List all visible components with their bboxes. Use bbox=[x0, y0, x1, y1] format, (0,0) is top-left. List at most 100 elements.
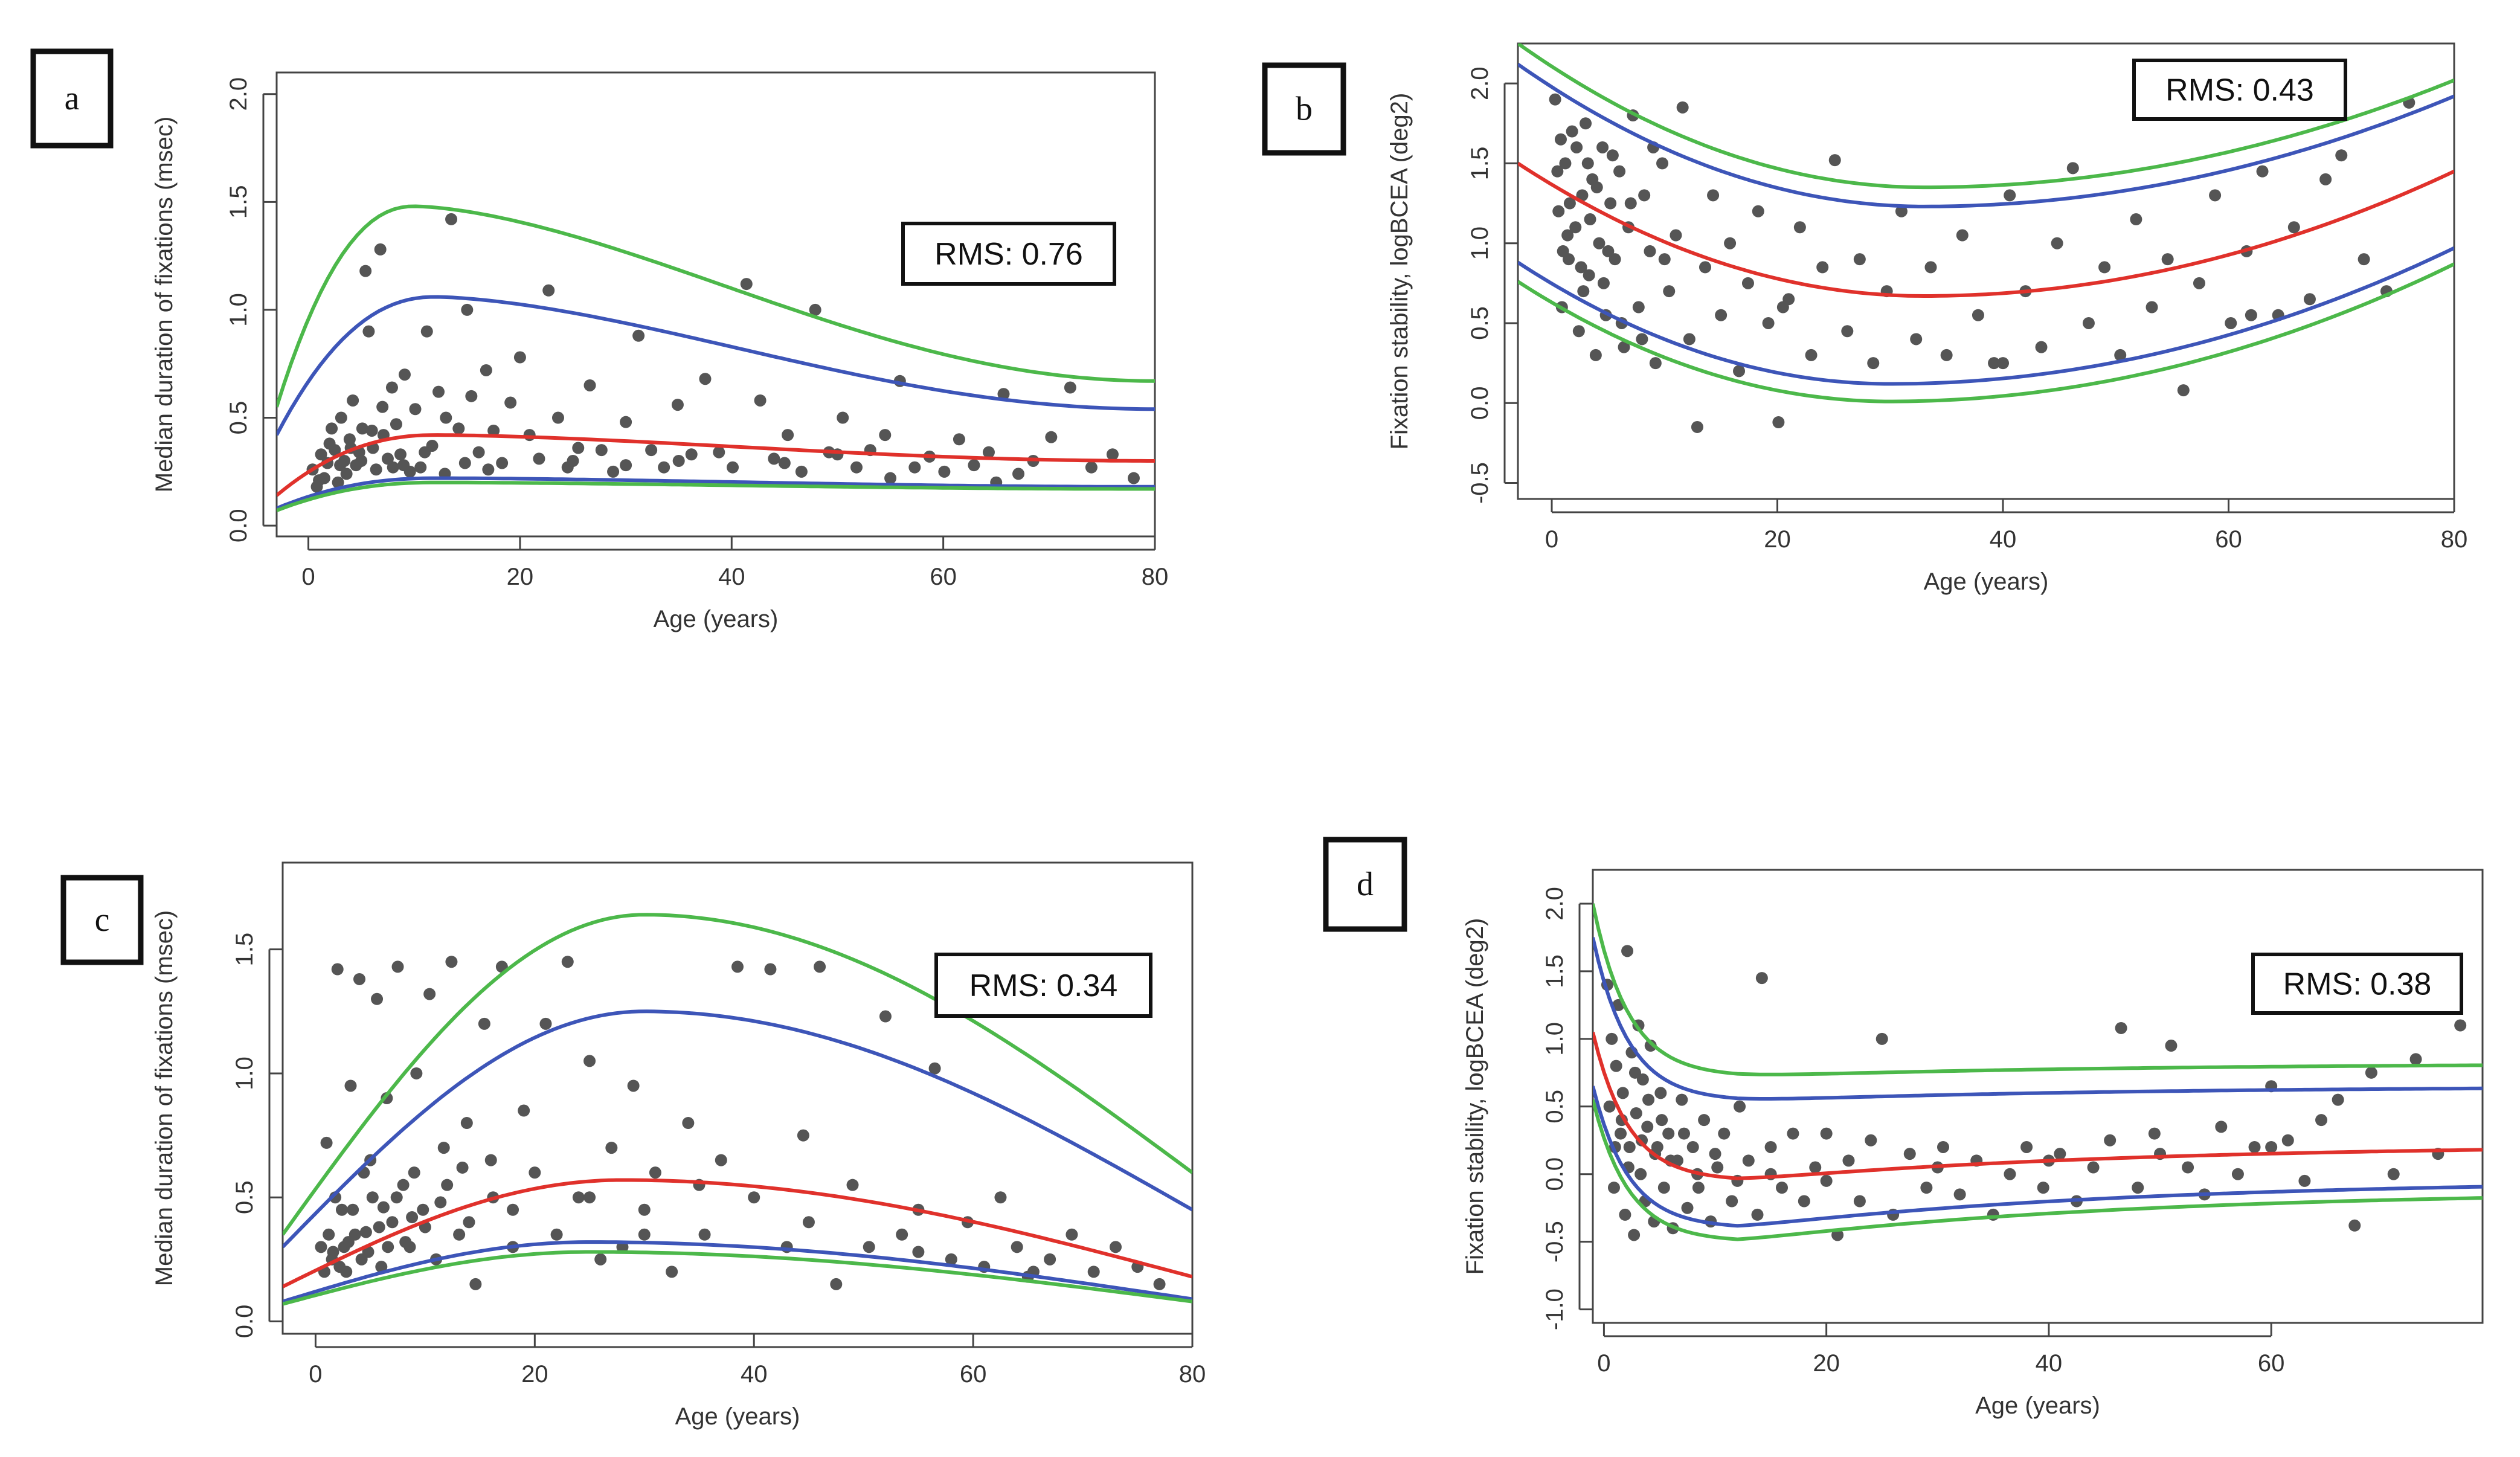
data-point bbox=[460, 1117, 473, 1130]
data-point bbox=[1636, 333, 1648, 346]
data-point bbox=[1734, 1100, 1746, 1113]
data-point bbox=[420, 325, 433, 338]
data-point bbox=[327, 1246, 339, 1258]
data-point bbox=[2225, 317, 2237, 329]
data-point bbox=[1603, 1100, 1616, 1113]
data-point bbox=[797, 1129, 809, 1142]
data-point bbox=[572, 1191, 585, 1204]
data-point bbox=[370, 463, 382, 476]
data-point bbox=[550, 1228, 563, 1241]
data-point bbox=[1787, 1127, 1799, 1140]
data-point bbox=[802, 1216, 815, 1229]
data-point bbox=[2303, 293, 2316, 306]
data-point bbox=[2287, 221, 2300, 234]
data-point bbox=[2454, 1019, 2467, 1032]
rms-label: RMS: 0.76 bbox=[934, 237, 1083, 272]
x-tick-label: 20 bbox=[1764, 526, 1791, 553]
panel-label: c bbox=[95, 901, 110, 939]
data-point bbox=[2387, 1168, 2400, 1180]
x-tick-label: 40 bbox=[2036, 1350, 2063, 1377]
data-point bbox=[423, 988, 436, 1000]
data-point bbox=[409, 403, 422, 416]
data-point bbox=[359, 1226, 372, 1238]
data-point bbox=[1793, 221, 1806, 234]
data-point bbox=[453, 1228, 466, 1241]
data-point bbox=[1733, 365, 1746, 378]
data-point bbox=[507, 1203, 519, 1216]
data-point bbox=[377, 1201, 390, 1214]
data-point bbox=[764, 963, 777, 976]
data-point bbox=[1972, 309, 1984, 321]
data-point bbox=[583, 1055, 596, 1067]
data-point bbox=[1619, 1208, 1631, 1221]
data-point bbox=[391, 960, 404, 973]
data-point bbox=[347, 394, 359, 407]
data-point bbox=[1742, 1154, 1755, 1167]
x-axis-title: Age (years) bbox=[1975, 1392, 2100, 1419]
data-point bbox=[1663, 285, 1676, 298]
data-point bbox=[1580, 117, 1592, 130]
data-point bbox=[335, 1203, 348, 1216]
curve-lower_inner bbox=[1518, 246, 2454, 386]
data-point bbox=[698, 1228, 711, 1241]
data-point bbox=[1676, 101, 1689, 114]
data-point bbox=[1867, 357, 1880, 370]
data-point bbox=[1641, 1121, 1654, 1133]
data-point bbox=[1066, 1228, 1078, 1241]
data-point bbox=[1798, 1195, 1810, 1208]
data-point bbox=[1876, 1032, 1888, 1045]
rms-box bbox=[934, 953, 1152, 1018]
centile-curves bbox=[277, 204, 1155, 512]
data-point bbox=[928, 1062, 941, 1075]
data-point bbox=[1615, 1127, 1627, 1140]
data-point bbox=[1691, 420, 1703, 433]
data-point bbox=[1751, 1208, 1764, 1221]
data-point bbox=[1609, 253, 1621, 266]
data-point bbox=[518, 1104, 530, 1117]
data-point bbox=[437, 1142, 450, 1154]
data-point bbox=[1772, 416, 1785, 429]
data-point bbox=[390, 418, 402, 431]
data-point bbox=[1726, 1195, 1738, 1208]
x-axis-title: Age (years) bbox=[675, 1403, 800, 1430]
data-point bbox=[1692, 1182, 1705, 1194]
data-point bbox=[461, 303, 474, 316]
data-point bbox=[1621, 945, 1634, 957]
data-point bbox=[994, 1191, 1007, 1204]
data-point bbox=[1776, 1182, 1789, 1194]
data-point bbox=[1563, 197, 1576, 210]
curve-upper_outer bbox=[1518, 43, 2454, 190]
data-point bbox=[561, 956, 574, 968]
data-point bbox=[1762, 317, 1775, 329]
data-point bbox=[896, 1228, 908, 1241]
data-point bbox=[1724, 237, 1737, 249]
data-point bbox=[434, 1196, 447, 1209]
data-point bbox=[2319, 173, 2332, 185]
data-point bbox=[583, 379, 596, 391]
data-point bbox=[1606, 1032, 1618, 1045]
data-point bbox=[912, 1246, 925, 1258]
data-point bbox=[1752, 205, 1764, 217]
data-point bbox=[2315, 1114, 2328, 1127]
data-point bbox=[1853, 253, 1866, 266]
x-tick-label: 80 bbox=[2441, 526, 2468, 553]
curve-upper_inner bbox=[1593, 937, 2483, 1101]
data-point bbox=[1940, 349, 1953, 361]
data-point bbox=[1654, 1087, 1667, 1099]
data-point bbox=[945, 1253, 957, 1266]
data-point bbox=[496, 457, 509, 469]
data-point bbox=[397, 459, 410, 472]
rms-box bbox=[2251, 953, 2463, 1015]
data-point bbox=[572, 442, 585, 454]
x-tick-label: 40 bbox=[1990, 526, 2017, 553]
data-point bbox=[2209, 189, 2222, 202]
data-point bbox=[1681, 1201, 1694, 1214]
data-point bbox=[465, 390, 478, 402]
data-point bbox=[1559, 157, 1572, 170]
y-tick-label: 0.0 bbox=[231, 1305, 258, 1339]
data-point bbox=[366, 1191, 379, 1204]
data-point bbox=[445, 956, 458, 968]
data-point bbox=[1642, 1093, 1655, 1106]
panel-d: 0 20 40 60 -1.0 -0.5 0.0 0.5 1.0 1.5 2.0 Age (years… bbox=[1323, 837, 2484, 1419]
data-point bbox=[482, 463, 495, 476]
